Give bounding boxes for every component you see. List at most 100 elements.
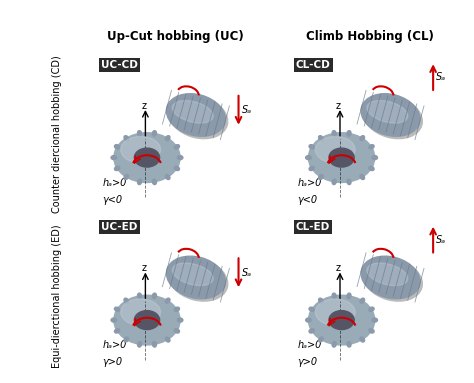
Ellipse shape xyxy=(329,311,354,329)
Ellipse shape xyxy=(309,145,314,149)
Text: hₐ>0: hₐ>0 xyxy=(297,340,322,350)
Ellipse shape xyxy=(319,136,323,141)
Text: γ>0: γ>0 xyxy=(103,357,123,367)
Ellipse shape xyxy=(332,293,336,299)
Ellipse shape xyxy=(174,166,180,170)
Ellipse shape xyxy=(360,136,365,141)
Ellipse shape xyxy=(124,136,128,141)
Ellipse shape xyxy=(347,179,351,185)
Ellipse shape xyxy=(309,307,314,311)
Text: UC-CD: UC-CD xyxy=(101,60,138,70)
Ellipse shape xyxy=(124,175,128,180)
Ellipse shape xyxy=(364,96,422,139)
Ellipse shape xyxy=(174,145,180,149)
Ellipse shape xyxy=(369,329,374,333)
Ellipse shape xyxy=(173,263,213,286)
Ellipse shape xyxy=(306,318,311,322)
Ellipse shape xyxy=(360,298,365,303)
Ellipse shape xyxy=(361,94,420,136)
Ellipse shape xyxy=(329,148,354,167)
Ellipse shape xyxy=(169,259,228,301)
Ellipse shape xyxy=(115,145,120,149)
Ellipse shape xyxy=(332,342,336,347)
Text: Counter diercional hobbing (CD): Counter diercional hobbing (CD) xyxy=(52,55,62,213)
Text: γ>0: γ>0 xyxy=(297,357,318,367)
Text: Sₐ: Sₐ xyxy=(436,234,447,245)
Ellipse shape xyxy=(306,155,311,160)
Ellipse shape xyxy=(152,131,156,136)
Text: z: z xyxy=(141,263,146,273)
Ellipse shape xyxy=(319,337,323,342)
Text: hₐ>0: hₐ>0 xyxy=(103,340,127,350)
Ellipse shape xyxy=(114,133,180,182)
Ellipse shape xyxy=(319,175,323,180)
Ellipse shape xyxy=(115,329,120,333)
Text: Equi-dierctional hobbing (ED): Equi-dierctional hobbing (ED) xyxy=(52,224,62,368)
Ellipse shape xyxy=(177,318,183,322)
Ellipse shape xyxy=(367,100,408,123)
Ellipse shape xyxy=(347,293,351,299)
Text: Sₐ: Sₐ xyxy=(436,72,447,82)
Ellipse shape xyxy=(166,94,225,136)
Ellipse shape xyxy=(347,342,351,347)
Ellipse shape xyxy=(115,307,120,311)
Ellipse shape xyxy=(137,179,142,185)
Ellipse shape xyxy=(111,155,117,160)
Ellipse shape xyxy=(111,318,117,322)
Ellipse shape xyxy=(369,166,374,170)
Ellipse shape xyxy=(134,311,160,329)
Text: γ<0: γ<0 xyxy=(103,195,123,205)
Ellipse shape xyxy=(309,329,314,333)
Ellipse shape xyxy=(372,318,377,322)
Text: Up-Cut hobbing (UC): Up-Cut hobbing (UC) xyxy=(107,30,244,43)
Ellipse shape xyxy=(364,259,422,301)
Ellipse shape xyxy=(152,179,156,185)
Ellipse shape xyxy=(165,136,170,141)
Ellipse shape xyxy=(166,256,225,299)
Text: hₐ>0: hₐ>0 xyxy=(297,178,322,188)
Ellipse shape xyxy=(165,298,170,303)
Ellipse shape xyxy=(361,256,420,299)
Text: z: z xyxy=(141,101,146,111)
Ellipse shape xyxy=(124,298,128,303)
Text: Climb Hobbing (CL): Climb Hobbing (CL) xyxy=(306,30,434,43)
Ellipse shape xyxy=(137,131,142,136)
Ellipse shape xyxy=(174,329,180,333)
Text: CL-CD: CL-CD xyxy=(296,60,330,70)
Ellipse shape xyxy=(137,342,142,347)
Ellipse shape xyxy=(315,299,355,326)
Ellipse shape xyxy=(360,175,365,180)
Ellipse shape xyxy=(332,179,336,185)
Ellipse shape xyxy=(319,298,323,303)
Text: γ<0: γ<0 xyxy=(297,195,318,205)
Text: CL-ED: CL-ED xyxy=(296,222,330,232)
Text: z: z xyxy=(336,263,341,273)
Ellipse shape xyxy=(134,148,160,167)
Ellipse shape xyxy=(369,307,374,311)
Ellipse shape xyxy=(309,133,375,182)
Ellipse shape xyxy=(169,96,228,139)
Ellipse shape xyxy=(165,175,170,180)
Ellipse shape xyxy=(315,136,355,163)
Ellipse shape xyxy=(124,337,128,342)
Ellipse shape xyxy=(360,337,365,342)
Ellipse shape xyxy=(152,342,156,347)
Ellipse shape xyxy=(114,295,180,345)
Ellipse shape xyxy=(137,293,142,299)
Text: UC-ED: UC-ED xyxy=(101,222,137,232)
Ellipse shape xyxy=(369,145,374,149)
Ellipse shape xyxy=(309,295,375,345)
Ellipse shape xyxy=(332,131,336,136)
Text: z: z xyxy=(336,101,341,111)
Ellipse shape xyxy=(121,136,161,163)
Ellipse shape xyxy=(174,307,180,311)
Ellipse shape xyxy=(367,263,408,286)
Ellipse shape xyxy=(347,131,351,136)
Ellipse shape xyxy=(165,337,170,342)
Ellipse shape xyxy=(152,293,156,299)
Text: Sₐ: Sₐ xyxy=(242,105,252,115)
Text: hₐ>0: hₐ>0 xyxy=(103,178,127,188)
Ellipse shape xyxy=(173,100,213,123)
Ellipse shape xyxy=(309,166,314,170)
Ellipse shape xyxy=(372,155,377,160)
